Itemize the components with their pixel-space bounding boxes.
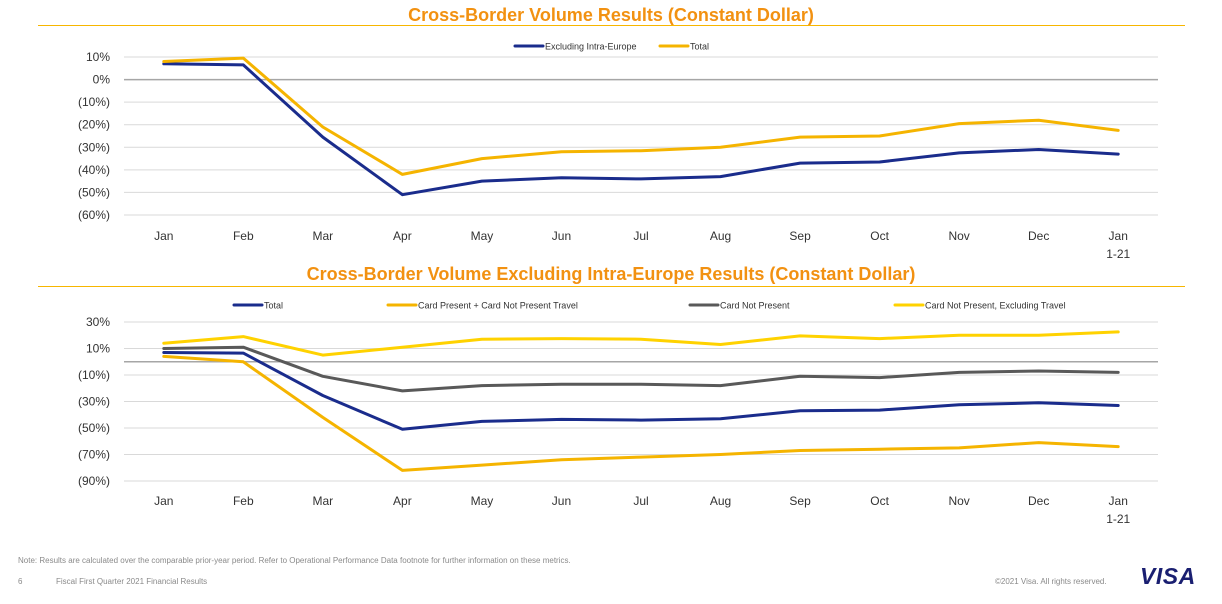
- x-tick-label: Feb: [233, 494, 254, 508]
- x-tick-label: Jan: [154, 229, 173, 243]
- footer-title: Fiscal First Quarter 2021 Financial Resu…: [56, 577, 208, 586]
- y-tick-label: 30%: [86, 315, 110, 329]
- legend-label: Card Not Present: [720, 301, 790, 311]
- x-tick-label: Oct: [870, 229, 889, 243]
- y-tick-label: 10%: [86, 50, 110, 64]
- y-tick-label: (40%): [78, 163, 110, 177]
- y-tick-label: (90%): [78, 474, 110, 488]
- chart-2-excl-intra-europe-results: 30% 10% (10%) (30%) (50%) (70%) (90%) Jan Feb Mar…: [78, 301, 1158, 526]
- x-tick-label: Sep: [789, 494, 811, 508]
- chart-1-volume-results: 10% 0% (10%) (20%) (30%) (40%) (50%) (60%) Jan Fe…: [78, 42, 1158, 261]
- x-tick-label: Jan: [154, 494, 173, 508]
- x-tick-label: Dec: [1028, 494, 1049, 508]
- y-tick-label: 10%: [86, 342, 110, 356]
- x-tick-label: Jul: [633, 229, 648, 243]
- x-tick-label: Jan: [1109, 229, 1128, 243]
- chart-1-title-rule: [38, 25, 1185, 26]
- series-line-card-present-card-not-present-travel: [162, 354, 1120, 472]
- x-tick-label: May: [471, 229, 494, 243]
- x-tick-label: Aug: [710, 494, 731, 508]
- x-tick-label: Nov: [948, 229, 969, 243]
- x-tick-label: Mar: [313, 494, 334, 508]
- x-tick-label: Oct: [870, 494, 889, 508]
- y-tick-label: (30%): [78, 395, 110, 409]
- x-tick-label: Jun: [552, 494, 571, 508]
- x-tick-label: 1-21: [1106, 512, 1130, 526]
- y-tick-label: (60%): [78, 208, 110, 222]
- x-tick-label: Sep: [789, 229, 811, 243]
- y-tick-label: (10%): [78, 95, 110, 109]
- x-tick-label: May: [471, 494, 494, 508]
- chart-2-title-rule: [38, 286, 1185, 287]
- page-number: 6: [18, 577, 23, 586]
- y-tick-label: 0%: [93, 73, 111, 87]
- y-tick-label: (50%): [78, 185, 110, 199]
- legend-label: Total: [690, 42, 709, 52]
- x-tick-label: Nov: [948, 494, 969, 508]
- y-tick-label: (10%): [78, 368, 110, 382]
- copyright: ©2021 Visa. All rights reserved.: [995, 577, 1107, 586]
- legend-label: Card Present + Card Not Present Travel: [418, 301, 578, 311]
- visa-logo: VISA: [1140, 563, 1196, 589]
- chart-2-title: Cross-Border Volume Excluding Intra-Euro…: [306, 264, 916, 284]
- x-tick-label: Dec: [1028, 229, 1049, 243]
- y-tick-label: (30%): [78, 140, 110, 154]
- x-tick-label: Jun: [552, 229, 571, 243]
- series-line-total: [162, 56, 1120, 176]
- chart-1-title: Cross-Border Volume Results (Constant Do…: [408, 5, 814, 25]
- series-line-card-not-present: [162, 345, 1120, 393]
- legend-label: Total: [264, 301, 283, 311]
- x-tick-label: Aug: [710, 229, 731, 243]
- x-tick-label: Feb: [233, 229, 254, 243]
- series-line-total: [162, 351, 1120, 431]
- x-tick-label: Mar: [313, 229, 334, 243]
- footnote: Note: Results are calculated over the co…: [18, 556, 571, 565]
- series-line-card-not-present-excluding-travel: [162, 330, 1120, 357]
- x-tick-label: Apr: [393, 494, 412, 508]
- x-tick-label: Jan: [1109, 494, 1128, 508]
- y-tick-label: (20%): [78, 118, 110, 132]
- y-tick-label: (70%): [78, 448, 110, 462]
- x-tick-label: 1-21: [1106, 247, 1130, 261]
- x-tick-label: Apr: [393, 229, 412, 243]
- y-tick-label: (50%): [78, 421, 110, 435]
- legend-label: Card Not Present, Excluding Travel: [925, 301, 1066, 311]
- x-tick-label: Jul: [633, 494, 648, 508]
- legend-label: Excluding Intra-Europe: [545, 42, 637, 52]
- series-line-excluding-intra-europe: [162, 62, 1120, 197]
